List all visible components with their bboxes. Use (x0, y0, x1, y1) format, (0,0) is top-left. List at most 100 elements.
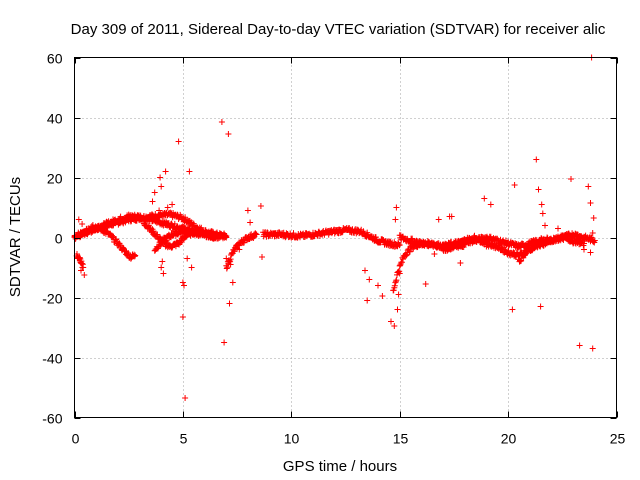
scatter-point (539, 210, 546, 217)
scatter-point (537, 303, 544, 310)
scatter-point (82, 228, 89, 235)
scatter-point (533, 156, 540, 163)
track-point (178, 239, 185, 245)
y-tick-label: 40 (47, 111, 63, 127)
scatter-point (236, 246, 243, 253)
scatter-point (570, 240, 577, 247)
scatter-point (257, 203, 264, 209)
scatter-point (225, 131, 232, 137)
scatter-point (364, 297, 371, 304)
scatter-point (366, 276, 373, 283)
track-point (253, 231, 260, 238)
scatter-point (149, 198, 156, 205)
scatter-point (590, 215, 597, 221)
track-point (226, 258, 233, 265)
track-point (591, 237, 598, 244)
scatter-point (555, 225, 561, 232)
scatter-point (395, 291, 402, 298)
scatter-point (448, 213, 455, 220)
scatter-point (182, 395, 189, 401)
x-tick-label: 20 (501, 431, 517, 447)
scatter-point (78, 267, 84, 274)
scatter-point (218, 119, 225, 125)
track-point (407, 248, 413, 255)
y-axis-label: SDTVAR / TECUs (7, 177, 24, 297)
y-tick-label: 20 (47, 171, 63, 187)
scatter-point (393, 204, 400, 211)
track-point (163, 237, 170, 244)
scatter-point (75, 216, 82, 223)
scatter-point (244, 207, 251, 214)
scatter-point (164, 222, 171, 229)
scatter-point (509, 306, 516, 313)
x-axis-label: GPS time / hours (283, 458, 397, 475)
track-point (391, 282, 398, 289)
scatter-point (156, 207, 163, 214)
scatter-point (394, 306, 401, 313)
scatter-point (538, 201, 545, 208)
x-tick-label: 25 (610, 431, 626, 447)
track-point (154, 231, 161, 238)
scatter-point (587, 249, 594, 256)
scatter-point (162, 243, 169, 250)
axis-ticks: 0 5 10 15 20 25 -60 -40 -20 0 20 40 60 (42, 51, 625, 447)
scatter-point (568, 176, 574, 182)
track-point (482, 237, 489, 244)
x-tick-label: 15 (393, 431, 409, 447)
scatter-point (589, 230, 596, 236)
scatter-point (247, 219, 254, 226)
scatter-point (259, 254, 265, 260)
data-points (71, 54, 598, 401)
track-point (252, 230, 259, 237)
scatter-point (487, 201, 494, 208)
scatter-point (151, 189, 158, 196)
scatter-point (542, 222, 548, 229)
scatter-point (186, 168, 193, 175)
scatter-point (162, 168, 169, 175)
scatter-point (184, 255, 191, 262)
scatter-point (158, 264, 165, 271)
scatter-point (188, 264, 195, 271)
scatter-point (511, 182, 518, 188)
scatter-point (391, 323, 398, 329)
scatter-point (585, 183, 592, 190)
scatter-point (388, 318, 394, 325)
y-tick-label: 0 (55, 231, 63, 247)
scatter-point (179, 279, 186, 286)
scatter-point (227, 261, 234, 268)
scatter-point (587, 200, 594, 206)
scatter-point (164, 204, 171, 211)
scatter-point (158, 183, 165, 190)
track-point (224, 264, 231, 271)
scatter-point (81, 272, 88, 278)
x-tick-label: 0 (72, 431, 80, 447)
scatter-point (422, 281, 429, 287)
scatter-point (157, 174, 164, 181)
scatter-point (581, 246, 587, 253)
scatter-point (169, 201, 176, 208)
y-tick-label: -40 (42, 351, 62, 367)
scatter-point (574, 231, 581, 238)
y-tick-label: -20 (42, 291, 62, 307)
y-tick-label: -60 (42, 411, 62, 427)
plot-frame (74, 57, 617, 418)
scatter-point (226, 300, 233, 307)
scatter-point (160, 270, 167, 277)
scatter-point (175, 138, 182, 145)
track-point (89, 222, 96, 228)
scatter-point (392, 216, 399, 223)
scatter-point (396, 270, 403, 277)
scatter-point (221, 339, 228, 346)
track-point (132, 252, 139, 259)
scatter-point (181, 282, 187, 289)
track-point (150, 228, 157, 235)
track-point (547, 238, 554, 245)
track-point (393, 277, 400, 284)
track-point (408, 236, 415, 243)
scatter-point (544, 234, 551, 241)
scatter-point (375, 282, 381, 289)
scatter-point (179, 314, 186, 320)
chart-title: Day 309 of 2011, Sidereal Day-to-day VTE… (71, 21, 606, 38)
scatter-point (435, 216, 442, 223)
scatter-point (379, 293, 386, 299)
